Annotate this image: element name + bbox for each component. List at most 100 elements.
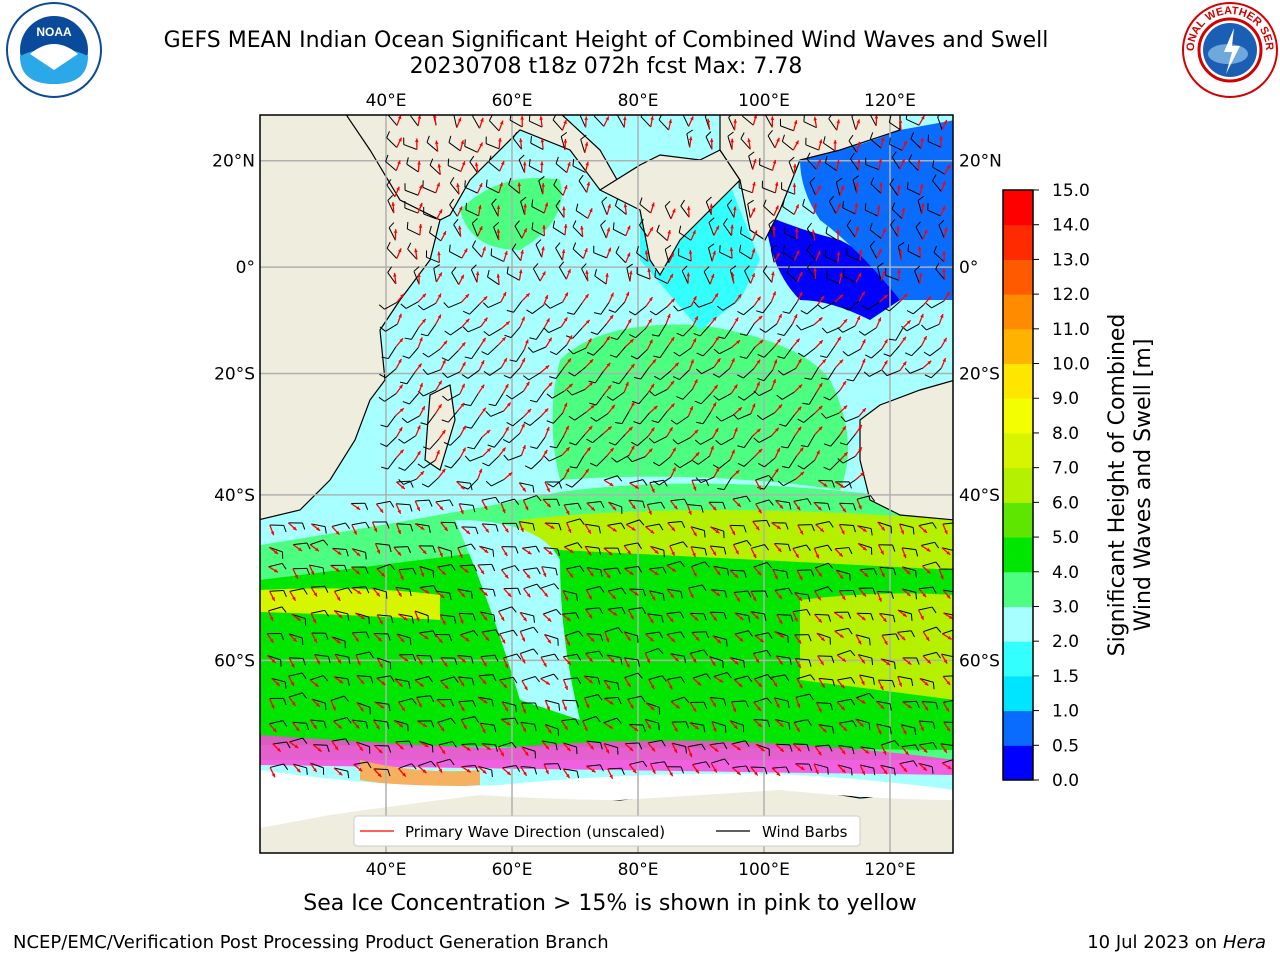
wind-barb xyxy=(543,326,562,334)
wave-arrow xyxy=(881,360,888,371)
wave-arrow xyxy=(940,653,948,664)
wind-barb xyxy=(313,744,330,752)
colorbar-tick: 3.0 xyxy=(1052,597,1079,617)
wave-arrow xyxy=(838,502,847,513)
wind-barb xyxy=(739,323,755,336)
wind-barb xyxy=(815,521,834,528)
wave-arrow xyxy=(942,675,951,686)
wind-barb xyxy=(806,222,816,241)
wave-arrow xyxy=(838,722,848,732)
wind-barb xyxy=(629,760,648,768)
wind-barb xyxy=(736,368,755,379)
wave-arrow xyxy=(581,319,591,329)
wave-arrow xyxy=(414,679,425,688)
wind-barb xyxy=(506,266,520,281)
wave-arrow xyxy=(898,336,907,347)
wind-barb xyxy=(499,629,518,637)
wave-arrow xyxy=(333,591,341,602)
wind-barb xyxy=(400,371,416,385)
wave-arrow xyxy=(585,404,595,413)
wave-arrow xyxy=(644,250,649,262)
wave-arrow xyxy=(691,632,700,642)
wave-arrow xyxy=(813,203,818,215)
wave-arrow xyxy=(562,742,572,752)
wave-arrow xyxy=(750,248,756,260)
wave-arrow xyxy=(817,655,825,666)
wave-arrow xyxy=(395,449,405,459)
wave-arrow xyxy=(628,764,637,774)
wave-arrow xyxy=(461,318,470,328)
wave-arrow xyxy=(917,246,922,258)
wave-arrow xyxy=(586,502,596,512)
wave-arrow xyxy=(518,521,524,533)
wave-arrow xyxy=(691,480,697,491)
wave-arrow xyxy=(437,163,442,175)
wind-barb xyxy=(666,560,685,568)
wave-arrow xyxy=(459,425,467,436)
wave-arrow xyxy=(750,766,759,776)
wave-arrow xyxy=(456,402,465,412)
wind-barb xyxy=(404,183,419,196)
wave-arrow xyxy=(686,504,692,516)
wave-arrow xyxy=(585,270,589,282)
wave-arrow xyxy=(602,569,611,579)
wave-arrow xyxy=(496,273,501,285)
wave-arrow xyxy=(417,115,422,127)
wind-barb xyxy=(603,717,622,724)
wave-arrow xyxy=(523,408,532,418)
wave-arrow xyxy=(859,339,866,350)
wave-arrow xyxy=(540,449,548,460)
wind-barb xyxy=(933,245,945,263)
wind-barb xyxy=(393,720,409,732)
wind-barb xyxy=(756,301,772,314)
wave-arrow xyxy=(434,140,439,152)
wind-barb xyxy=(544,301,563,309)
wave-arrow xyxy=(670,362,680,372)
wave-arrow xyxy=(710,526,720,534)
wind-barb xyxy=(514,220,523,239)
wind-barb xyxy=(890,219,899,238)
wave-arrow xyxy=(459,565,469,574)
wind-barb xyxy=(403,137,418,150)
wave-arrow xyxy=(813,316,823,326)
wind-barb xyxy=(686,129,693,148)
wind-barb xyxy=(636,246,649,262)
wave-arrow xyxy=(709,138,714,150)
wind-barb xyxy=(580,134,587,153)
wave-arrow xyxy=(605,227,611,239)
colorbar-tick: 8.0 xyxy=(1052,424,1079,444)
wind-barb xyxy=(512,131,523,150)
wave-arrow xyxy=(517,182,522,194)
wind-barb xyxy=(672,369,690,380)
wind-barb xyxy=(610,328,627,341)
wave-arrow xyxy=(836,229,840,241)
wind-barb xyxy=(501,701,517,713)
wind-barb xyxy=(869,132,882,149)
wind-barb xyxy=(398,567,417,575)
wave-arrow xyxy=(396,633,405,643)
wind-barb xyxy=(376,675,395,683)
wind-barb xyxy=(444,326,463,336)
wind-barb xyxy=(311,632,329,640)
lat-tick-right: 0° xyxy=(959,258,978,278)
wave-arrow xyxy=(540,407,549,417)
wind-barb xyxy=(823,389,841,401)
wave-arrow xyxy=(607,608,618,617)
wave-arrow xyxy=(479,611,488,621)
wave-arrow xyxy=(838,405,848,414)
wave-arrow xyxy=(269,590,276,602)
wave-arrow xyxy=(750,591,757,602)
wind-barb xyxy=(901,323,920,332)
wind-barb xyxy=(331,738,350,746)
wave-arrow xyxy=(794,634,802,645)
wind-barb xyxy=(824,155,838,172)
wave-arrow xyxy=(417,273,421,285)
wave-arrow xyxy=(855,272,862,283)
wind-barb xyxy=(880,658,896,670)
wind-barb xyxy=(459,612,476,621)
wave-arrow xyxy=(942,250,946,262)
wave-arrow xyxy=(351,719,360,729)
wave-arrow xyxy=(522,381,530,392)
wave-arrow xyxy=(623,631,632,642)
wave-arrow xyxy=(834,630,845,639)
